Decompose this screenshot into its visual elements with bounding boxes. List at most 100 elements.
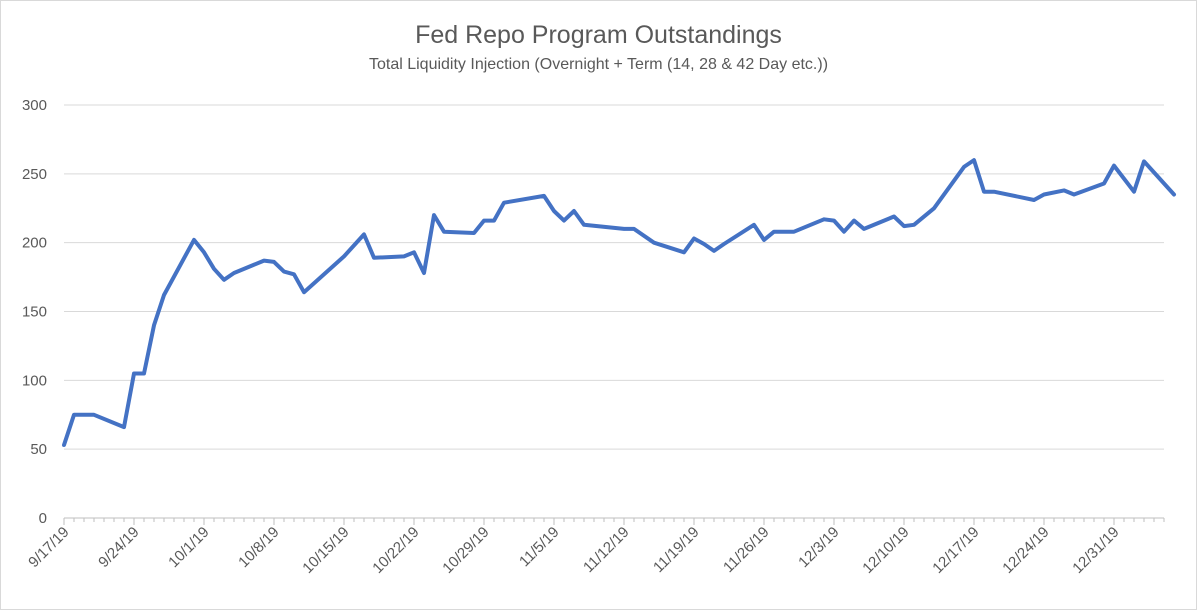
data-point bbox=[842, 230, 846, 234]
data-point bbox=[192, 238, 196, 242]
series-line bbox=[62, 158, 1176, 447]
data-point bbox=[122, 425, 126, 429]
data-point bbox=[342, 254, 346, 258]
data-point bbox=[692, 237, 696, 241]
gridlines bbox=[64, 104, 1164, 450]
data-point bbox=[472, 231, 476, 235]
data-point bbox=[752, 223, 756, 227]
data-point bbox=[622, 227, 626, 231]
data-point bbox=[582, 223, 586, 227]
data-point bbox=[412, 250, 416, 254]
y-tick-label: 300 bbox=[22, 97, 47, 114]
data-point bbox=[402, 254, 406, 258]
y-tick-label: 0 bbox=[39, 510, 47, 527]
data-point bbox=[1132, 190, 1136, 194]
x-tick-label: 10/22/19 bbox=[369, 524, 422, 577]
data-point bbox=[762, 238, 766, 242]
data-point bbox=[702, 242, 706, 246]
data-point bbox=[202, 250, 206, 254]
y-tick-label: 100 bbox=[22, 372, 47, 389]
x-tick-label: 10/8/19 bbox=[235, 524, 282, 571]
data-point bbox=[992, 190, 996, 194]
data-point bbox=[632, 227, 636, 231]
x-tick-label: 10/15/19 bbox=[299, 524, 352, 577]
data-point bbox=[1072, 192, 1076, 196]
data-point bbox=[282, 270, 286, 274]
data-point bbox=[422, 271, 426, 275]
data-point bbox=[1142, 159, 1146, 163]
y-tick-label: 50 bbox=[30, 441, 47, 458]
y-axis: 0 50 100 150 200 250 300 bbox=[22, 97, 47, 527]
data-point bbox=[1042, 192, 1046, 196]
data-point bbox=[1102, 181, 1106, 185]
data-point bbox=[92, 413, 96, 417]
y-tick-label: 200 bbox=[22, 235, 47, 252]
x-tick-label: 12/3/19 bbox=[795, 524, 842, 571]
data-point bbox=[962, 165, 966, 169]
data-point bbox=[912, 223, 916, 227]
data-point bbox=[222, 278, 226, 282]
data-point bbox=[162, 293, 166, 297]
x-tick-label: 10/29/19 bbox=[439, 524, 492, 577]
data-point bbox=[712, 249, 716, 253]
data-point bbox=[62, 443, 66, 447]
x-axis: 9/17/19 9/24/19 10/1/19 10/8/19 10/15/19 10/2… bbox=[25, 517, 1165, 577]
data-point bbox=[852, 219, 856, 223]
data-point bbox=[722, 242, 726, 246]
x-tick-label: 12/17/19 bbox=[929, 524, 982, 577]
data-point bbox=[1172, 192, 1176, 196]
data-point bbox=[1032, 198, 1036, 202]
data-point bbox=[492, 219, 496, 223]
data-point bbox=[1062, 188, 1066, 192]
data-point bbox=[82, 413, 86, 417]
data-point bbox=[302, 290, 306, 294]
data-point bbox=[562, 219, 566, 223]
data-point bbox=[442, 230, 446, 234]
data-point bbox=[142, 371, 146, 375]
x-tick-label: 11/19/19 bbox=[650, 524, 703, 577]
data-point bbox=[262, 259, 266, 263]
data-point bbox=[482, 219, 486, 223]
x-tick-label: 11/12/19 bbox=[580, 524, 633, 577]
data-point bbox=[822, 217, 826, 221]
x-tick-label: 12/24/19 bbox=[999, 524, 1052, 577]
data-point bbox=[862, 227, 866, 231]
data-point bbox=[152, 323, 156, 327]
data-point bbox=[362, 232, 366, 236]
series-layer bbox=[62, 158, 1176, 447]
x-tick-label: 11/26/19 bbox=[720, 524, 773, 577]
data-point bbox=[212, 267, 216, 271]
data-point bbox=[502, 201, 506, 205]
y-tick-label: 250 bbox=[22, 166, 47, 183]
data-point bbox=[1112, 164, 1116, 168]
x-tick-label: 11/5/19 bbox=[516, 524, 563, 571]
data-point bbox=[832, 219, 836, 223]
data-point bbox=[372, 256, 376, 260]
data-point bbox=[542, 194, 546, 198]
data-point bbox=[772, 230, 776, 234]
data-point bbox=[652, 241, 656, 245]
data-point bbox=[292, 272, 296, 276]
data-point bbox=[132, 371, 136, 375]
data-point bbox=[232, 271, 236, 275]
data-point bbox=[72, 413, 76, 417]
data-point bbox=[432, 213, 436, 217]
x-tick-label: 12/10/19 bbox=[859, 524, 912, 577]
x-tick-label: 12/31/19 bbox=[1069, 524, 1122, 577]
chart-title: Fed Repo Program Outstandings bbox=[415, 21, 782, 49]
y-tick-label: 150 bbox=[22, 304, 47, 321]
x-tick-label: 9/17/19 bbox=[25, 524, 72, 571]
data-point bbox=[682, 250, 686, 254]
data-point bbox=[982, 190, 986, 194]
x-tick-label: 9/24/19 bbox=[95, 524, 142, 571]
data-point bbox=[932, 206, 936, 210]
x-tick-label: 10/1/19 bbox=[165, 524, 212, 571]
data-point bbox=[892, 215, 896, 219]
data-point bbox=[552, 209, 556, 213]
data-point bbox=[792, 230, 796, 234]
data-point bbox=[972, 158, 976, 162]
data-point bbox=[902, 224, 906, 228]
chart-subtitle: Total Liquidity Injection (Overnight + T… bbox=[368, 56, 829, 73]
data-point bbox=[572, 209, 576, 213]
